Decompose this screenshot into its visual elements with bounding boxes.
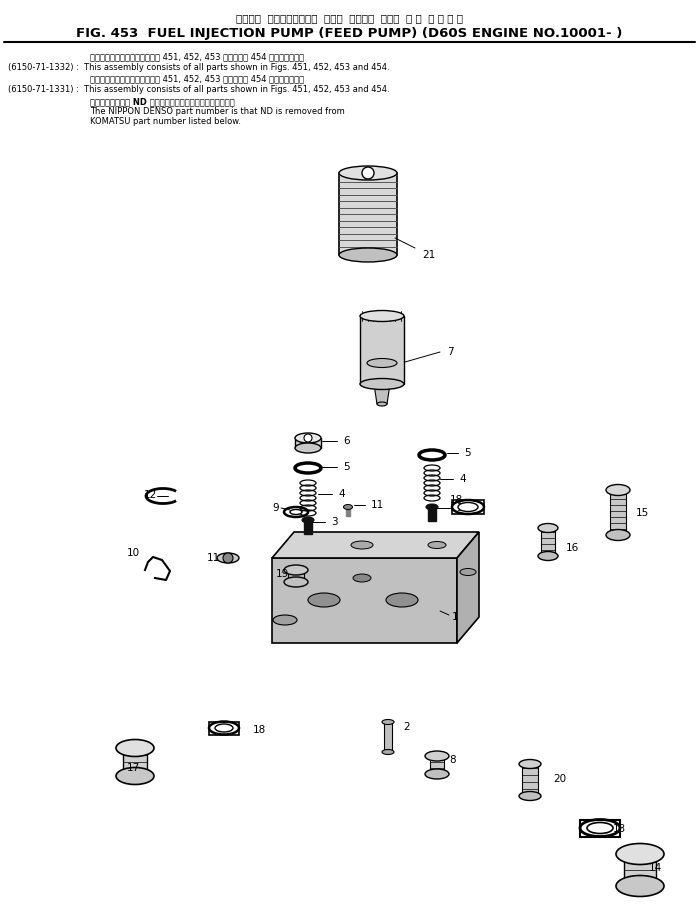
Text: (6150-71-1332) :  This assembly consists of all parts shown in Figs. 451, 452, 4: (6150-71-1332) : This assembly consists … [8,63,389,72]
Bar [288,570,304,582]
Bar [428,507,436,521]
Ellipse shape [538,523,558,532]
Text: (6150-71-1331) :  This assembly consists of all parts shown in Figs. 451, 452, 4: (6150-71-1331) : This assembly consists … [8,85,389,94]
Ellipse shape [382,720,394,724]
Ellipse shape [367,359,397,368]
Ellipse shape [425,751,449,761]
Ellipse shape [308,593,340,607]
Ellipse shape [284,577,308,587]
Circle shape [362,167,374,179]
Ellipse shape [538,551,558,561]
Ellipse shape [351,541,373,549]
Ellipse shape [295,433,321,443]
Bar [339,173,397,256]
Ellipse shape [353,574,371,582]
Bar [522,764,538,796]
Bar [123,748,147,776]
Text: 11: 11 [207,553,220,563]
Text: このアセンブリの構成部品は第 451, 452, 453 図および第 454 図を含みます。: このアセンブリの構成部品は第 451, 452, 453 図および第 454 図… [90,74,304,83]
Ellipse shape [382,750,394,754]
Text: 16: 16 [566,543,579,553]
Text: 6: 6 [343,436,350,446]
Circle shape [223,553,233,563]
Ellipse shape [360,379,404,389]
Text: 9: 9 [272,503,279,513]
Ellipse shape [606,530,630,541]
Ellipse shape [587,823,613,834]
Text: 11: 11 [371,500,384,510]
Ellipse shape [215,724,233,732]
Text: 10: 10 [127,548,140,558]
Text: 4: 4 [459,474,466,484]
Ellipse shape [519,760,541,769]
Ellipse shape [290,510,302,514]
Ellipse shape [343,504,352,510]
Text: 20: 20 [553,774,566,784]
Ellipse shape [616,844,664,864]
Text: 5: 5 [343,462,350,472]
Text: 19: 19 [276,569,289,579]
Text: The NIPPON DENSO part number is that ND is removed from: The NIPPON DENSO part number is that ND … [90,107,345,116]
Text: 12: 12 [144,490,157,500]
Polygon shape [374,384,390,404]
Text: フュエル  インジェクション  ポンプ  フィード  ポンプ  　 　  通 用 号 機: フュエル インジェクション ポンプ フィード ポンプ 通 用 号 機 [236,13,463,23]
Ellipse shape [606,484,630,496]
Ellipse shape [302,517,314,523]
Ellipse shape [386,593,418,607]
Text: 18: 18 [450,495,463,505]
Polygon shape [457,532,479,643]
Ellipse shape [339,166,397,180]
Text: このアセンブリの構成部品は第 451, 452, 453 図および第 454 図を含みます。: このアセンブリの構成部品は第 451, 452, 453 図および第 454 図… [90,52,304,61]
Ellipse shape [616,875,664,896]
Ellipse shape [295,443,321,453]
Text: 4: 4 [338,489,345,499]
Text: 品番のメーカ記号 ND を除いたものが日本電産の品番です。: 品番のメーカ記号 ND を除いたものが日本電産の品番です。 [90,97,235,106]
Text: 17: 17 [127,763,140,773]
Text: 13: 13 [613,824,626,834]
Bar [295,438,321,448]
Ellipse shape [428,541,446,549]
Text: 5: 5 [464,448,470,458]
Bar [304,520,312,534]
Ellipse shape [273,615,297,625]
Ellipse shape [284,565,308,575]
Text: 3: 3 [456,503,463,513]
Text: 21: 21 [422,250,435,260]
Text: 8: 8 [449,755,456,765]
Ellipse shape [425,769,449,779]
Text: KOMATSU part number listed below.: KOMATSU part number listed below. [90,117,241,126]
Bar [610,490,626,535]
Ellipse shape [116,767,154,784]
Bar [541,528,555,556]
Text: 18: 18 [253,725,266,735]
Text: 7: 7 [447,347,454,357]
Text: 14: 14 [649,863,662,873]
Bar [384,722,392,752]
Bar [346,507,350,516]
Ellipse shape [426,504,438,510]
Bar [209,722,239,735]
Ellipse shape [116,740,154,756]
Bar [430,756,444,774]
Text: FIG. 453  FUEL INJECTION PUMP (FEED PUMP) (D60S ENGINE NO.10001- ): FIG. 453 FUEL INJECTION PUMP (FEED PUMP)… [75,27,622,40]
Ellipse shape [217,553,239,563]
Bar [452,500,484,514]
Text: 3: 3 [331,517,338,527]
Ellipse shape [360,310,404,321]
Text: 1: 1 [452,612,459,622]
Bar [580,820,620,837]
Ellipse shape [460,569,476,575]
Polygon shape [272,558,457,643]
Ellipse shape [519,792,541,801]
Text: 2: 2 [403,722,410,732]
Text: 15: 15 [636,508,649,518]
Polygon shape [272,532,479,558]
Circle shape [304,434,312,442]
Ellipse shape [458,502,478,511]
Ellipse shape [377,402,387,406]
Ellipse shape [339,248,397,262]
Bar [360,316,404,384]
Bar [624,854,656,886]
